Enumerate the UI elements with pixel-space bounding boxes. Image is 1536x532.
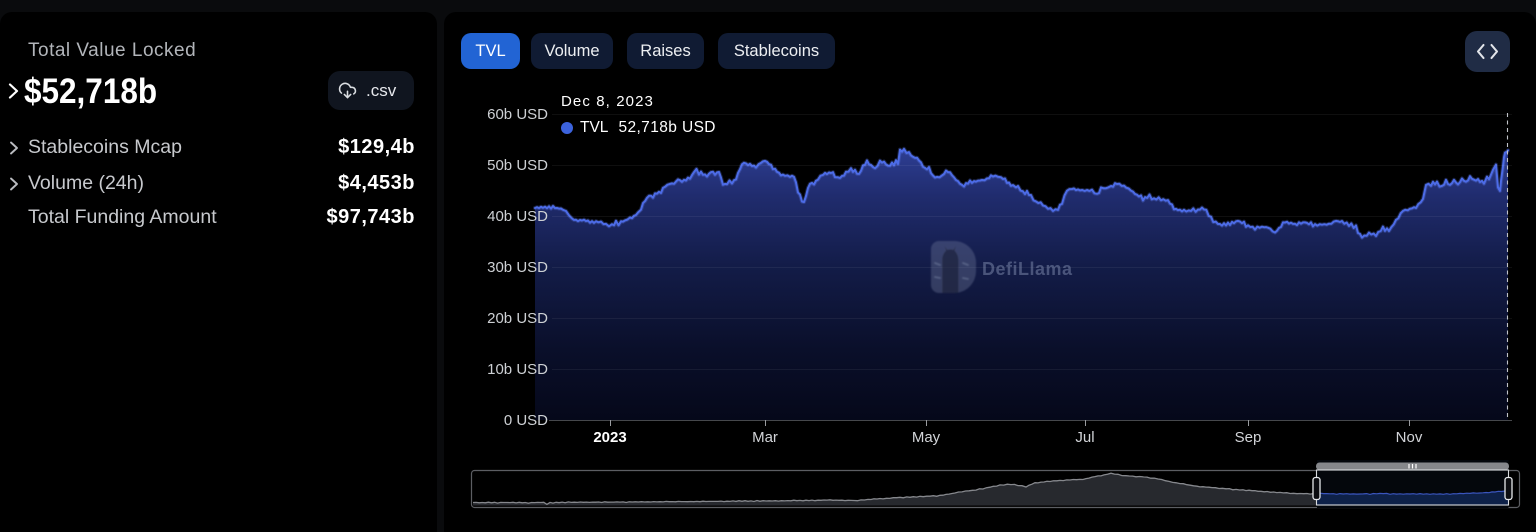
svg-text:Mar: Mar <box>752 429 778 446</box>
svg-text:Jul: Jul <box>1075 429 1094 446</box>
svg-text:40b USD: 40b USD <box>487 208 548 225</box>
svg-text:30b USD: 30b USD <box>487 259 548 276</box>
svg-text:0 USD: 0 USD <box>504 412 548 429</box>
svg-text:20b USD: 20b USD <box>487 310 548 327</box>
svg-text:2023: 2023 <box>593 429 626 446</box>
svg-text:Nov: Nov <box>1396 429 1423 446</box>
svg-text:60b USD: 60b USD <box>487 106 548 123</box>
svg-text:May: May <box>912 429 941 446</box>
svg-text:10b USD: 10b USD <box>487 361 548 378</box>
svg-text:50b USD: 50b USD <box>487 157 548 174</box>
svg-text:Sep: Sep <box>1235 429 1262 446</box>
